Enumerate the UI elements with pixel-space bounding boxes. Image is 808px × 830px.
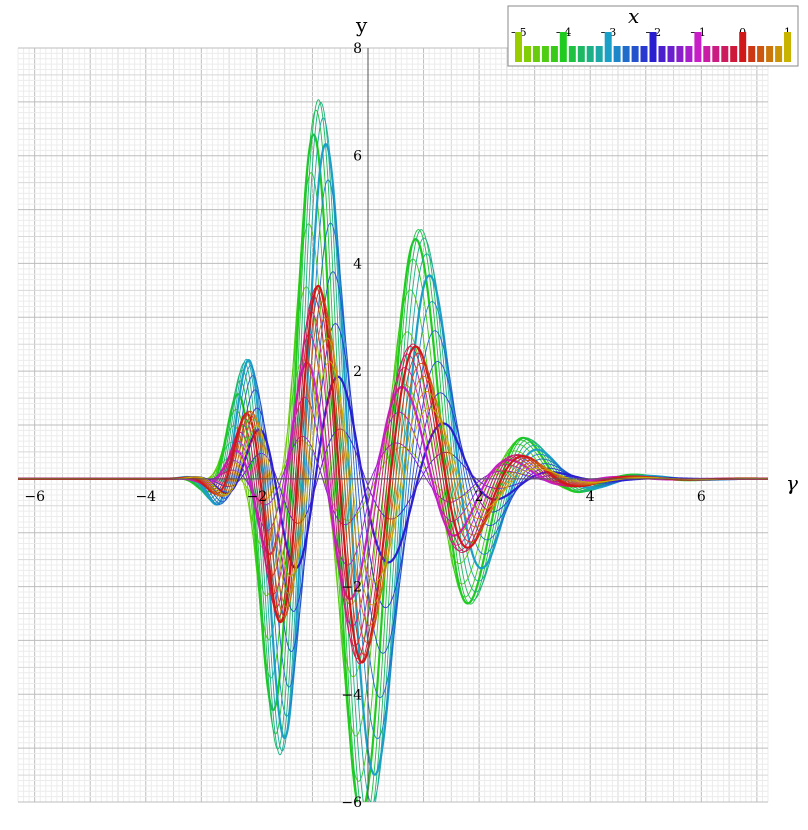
colorbar-swatch [694, 32, 702, 62]
y-tick-labels: −6 −4 −2 2 4 6 8 [341, 41, 362, 811]
colorbar-swatch [550, 46, 558, 62]
y-tick-label: −6 [341, 795, 362, 811]
colorbar-swatch [541, 46, 549, 62]
x-tick-label: 2 [475, 489, 484, 505]
grid [17, 47, 769, 803]
colorbar-swatch [568, 46, 576, 62]
axes [18, 48, 768, 802]
colorbar-swatch [784, 32, 791, 62]
colorbar-swatch [532, 46, 540, 62]
colorbar-swatch [703, 46, 711, 62]
x-axis-label: γ [786, 471, 798, 495]
colorbar-swatch [739, 32, 747, 62]
colorbar-swatch [721, 46, 729, 62]
colorbar-swatch [586, 46, 594, 62]
y-tick-label: −2 [341, 580, 362, 596]
colorbar-swatch [604, 32, 612, 62]
y-tick-label: −4 [341, 687, 362, 703]
y-tick-label: 4 [353, 256, 362, 272]
colorbar-swatch [730, 46, 738, 62]
colorbar-swatch [685, 46, 693, 62]
colorbar-title: x [628, 4, 639, 28]
y-tick-label: 2 [353, 364, 362, 380]
colorbar-swatch [595, 46, 603, 62]
y-tick-label: 8 [353, 41, 362, 57]
colorbar-swatch [766, 46, 774, 62]
colorbar-swatch [622, 46, 630, 62]
colorbar-swatch [577, 46, 585, 62]
x-tick-label: 4 [586, 489, 595, 505]
colorbar-legend: x −5−4−3−2−101 [507, 4, 799, 67]
x-tick-label: −2 [247, 489, 268, 505]
x-tick-label: −4 [135, 489, 156, 505]
colorbar-swatch [676, 46, 684, 62]
colorbar-swatch [631, 46, 639, 62]
colorbar-swatch [515, 32, 522, 62]
colorbar-swatch [775, 46, 783, 62]
y-tick-label: 6 [353, 149, 362, 165]
colorbar-swatch [712, 46, 720, 62]
x-tick-labels: −6 −4 −2 2 4 6 [24, 489, 706, 505]
x-tick-label: 6 [697, 489, 706, 505]
colorbar-swatch [748, 46, 756, 62]
colorbar-swatch [524, 46, 531, 62]
colorbar-swatch [640, 46, 648, 62]
y-axis-label: y [355, 13, 368, 37]
colorbar-swatch [559, 32, 567, 62]
colorbar-swatch [649, 32, 657, 62]
colorbar-swatch [658, 46, 666, 62]
colorbar-swatch [667, 46, 675, 62]
colorbar-swatch [613, 46, 621, 62]
x-tick-label: −6 [24, 489, 45, 505]
colorbar-swatch [757, 46, 765, 62]
